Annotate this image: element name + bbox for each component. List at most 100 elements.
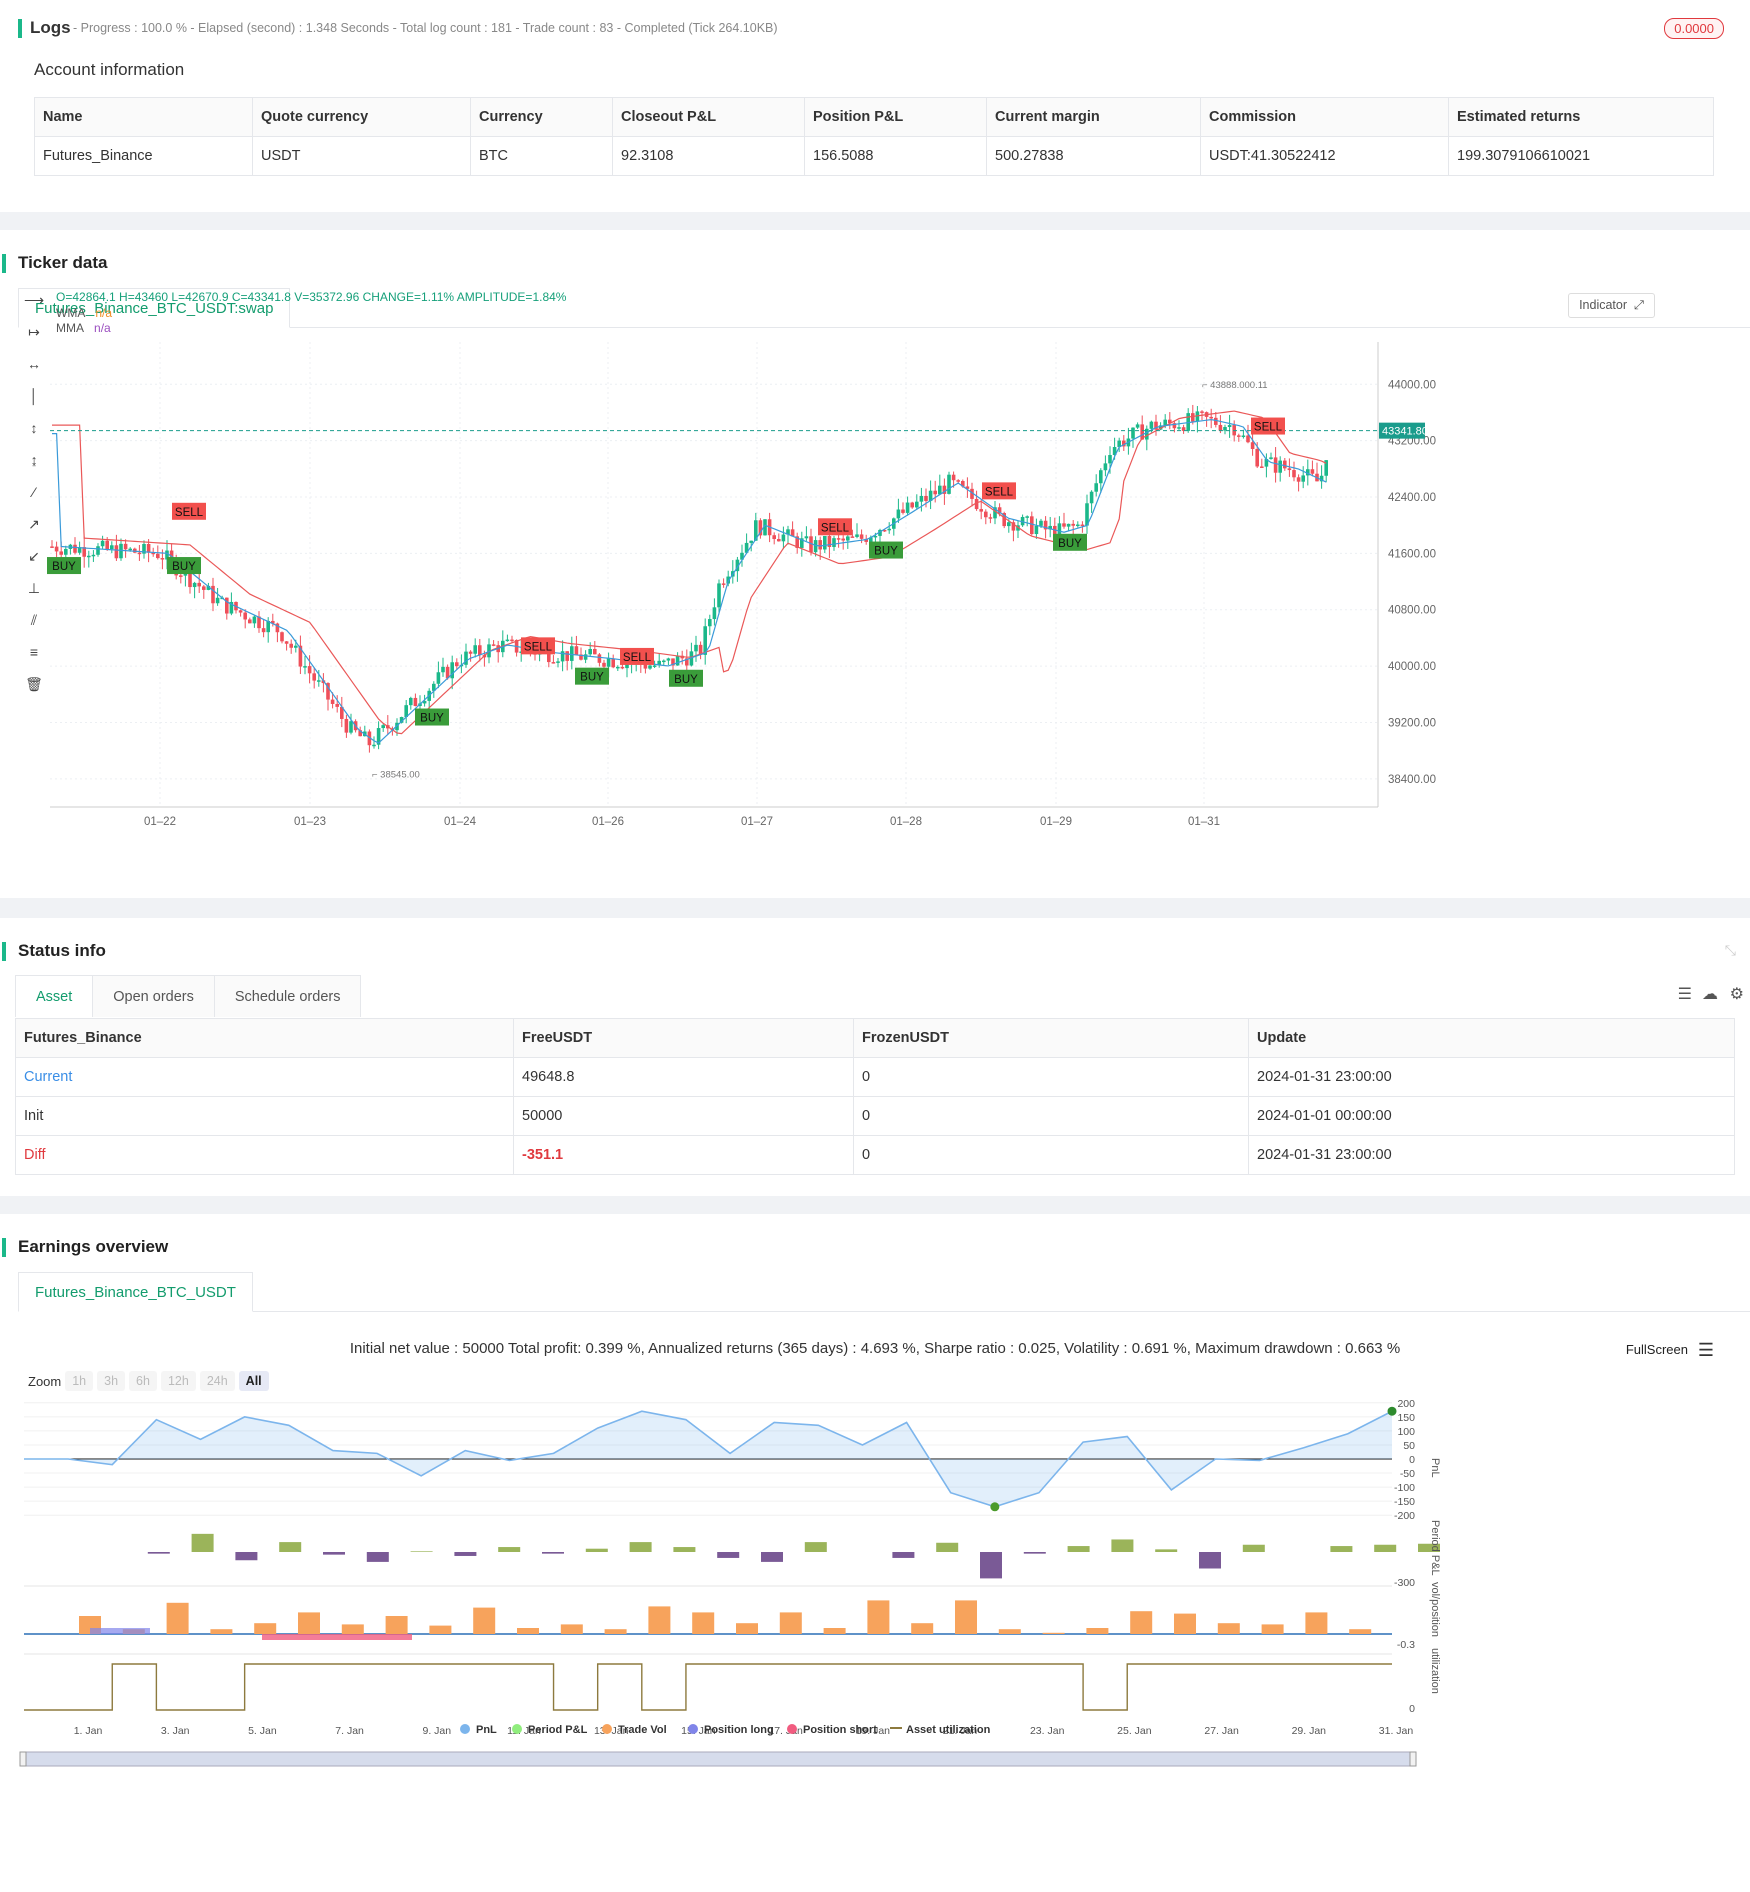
candle-body [597, 654, 602, 663]
candle-body [1071, 523, 1075, 526]
menu-icon[interactable]: ☰ [1697, 1340, 1714, 1360]
candle-body [257, 616, 261, 629]
price-tick-label: 44000.00 [1388, 379, 1436, 391]
trade-vol-bar [823, 1628, 846, 1634]
gear-icon[interactable]: ⚙ [1729, 986, 1744, 1003]
zoom-1h-button[interactable]: 1h [65, 1371, 94, 1391]
tab-earnings-symbol[interactable]: Futures_Binance_BTC_USDT [18, 1272, 253, 1312]
trend-line-icon[interactable]: ⁄ [32, 484, 36, 500]
period-pnl-bar [1111, 1539, 1134, 1552]
expand-icon[interactable]: ⤢ [1633, 298, 1644, 312]
signal-badge-label: BUY [1058, 538, 1082, 550]
zoom-all-button[interactable]: All [238, 1371, 269, 1391]
horizontal-ray-icon[interactable]: ↦ [28, 324, 40, 340]
period-pnl-bar [454, 1552, 477, 1556]
earnings-chart[interactable]: 200 150 100 50 0 -50 -100 -150 -200 PnL -300 Period… [0, 1400, 1750, 1892]
candle-body [1108, 455, 1112, 464]
legend-item: Asset utilization [890, 1724, 991, 1736]
candle-body [303, 666, 307, 668]
pnl-min-marker [990, 1502, 1000, 1512]
cloud-download-icon[interactable]: ☁ [1702, 986, 1718, 1003]
legend-dot [460, 1724, 470, 1734]
candle-body [1310, 469, 1315, 474]
tab-schedule-orders[interactable]: Schedule orders [213, 975, 362, 1017]
candle-body [698, 644, 703, 655]
status-tabs: Asset Open orders Schedule orders [15, 975, 362, 1017]
status-panel: Status info ⤡ Asset Open orders Schedule… [0, 918, 1750, 1196]
zoom-3h-button[interactable]: 3h [97, 1371, 126, 1391]
tab-asset[interactable]: Asset [15, 975, 94, 1017]
candle-body [790, 529, 795, 537]
cell: 2024-01-01 00:00:00 [1248, 1096, 1735, 1136]
signal-badge-label: SELL [623, 652, 652, 664]
trash-icon[interactable]: 🗑 [25, 676, 43, 692]
candle-body [938, 485, 942, 495]
pnl-tick-label: 50 [1403, 1440, 1415, 1452]
candle-body [864, 538, 868, 542]
trade-vol-bar [341, 1624, 364, 1634]
fibonacci-icon[interactable]: ≡ [29, 644, 39, 660]
candle-body [192, 582, 197, 588]
candle-body [809, 536, 813, 553]
horizontal-line-icon[interactable]: ⟶ [24, 292, 45, 308]
signal-badge-label: SELL [524, 641, 553, 653]
candlestick-chart[interactable]: 44000.0043200.0042400.0041600.0040800.00… [20, 337, 1720, 867]
extended-line-icon[interactable]: ↔ [27, 356, 41, 372]
candle-body [556, 661, 560, 663]
parallel-channel-icon[interactable]: ⫽ [30, 612, 38, 628]
vertical-ray-icon[interactable]: ↕ [30, 420, 38, 436]
period-pnl-bar [1418, 1543, 1440, 1552]
col-header: Name [34, 97, 253, 137]
candle-body [979, 509, 983, 512]
candle-body [947, 474, 951, 494]
candle-body [307, 666, 312, 674]
zoom-12h-button[interactable]: 12h [160, 1371, 196, 1391]
candle-body [284, 641, 289, 644]
candle-body [804, 536, 809, 539]
date-tick-label: 9. Jan [422, 1725, 451, 1737]
util-tick-label: 0 [1409, 1703, 1415, 1715]
fullscreen-button[interactable]: FullScreen [1625, 1342, 1688, 1357]
zoom-6h-button[interactable]: 6h [129, 1371, 157, 1391]
candle-body [1122, 440, 1126, 447]
zoom-24h-button[interactable]: 24h [199, 1371, 235, 1391]
price-range-icon[interactable]: ⊥ [27, 580, 41, 596]
wma-line [52, 418, 1327, 744]
buy-signal-badge: BUY [415, 708, 449, 726]
candle-body [1227, 425, 1232, 428]
ohlc-readout: O=42864.1 H=43460 L=42670.9 C=43341.8 V=… [56, 290, 567, 304]
position-short-bar [262, 1634, 412, 1640]
ray-line-icon[interactable]: ↗ [28, 516, 40, 532]
arrow-line-icon[interactable]: ↙ [28, 548, 40, 564]
vertical-segment-icon[interactable]: ↨ [30, 452, 38, 468]
indicator-button[interactable]: Indicator ⤢ [1568, 293, 1655, 318]
date-tick-label: 29. Jan [1292, 1725, 1327, 1737]
candle-body [82, 547, 86, 557]
candle-body [105, 540, 109, 550]
list-icon[interactable]: ☰ [1677, 986, 1692, 1003]
cell: 49648.8 [513, 1057, 854, 1097]
cell: USDT:41.30522412 [1200, 136, 1449, 176]
candle-body [409, 697, 413, 706]
candle-body [1306, 469, 1310, 476]
candle-body [1025, 516, 1029, 518]
candle-body [202, 586, 206, 590]
candle-body [1053, 525, 1057, 540]
candle-body [800, 538, 804, 548]
legend-item: Position long [688, 1724, 774, 1736]
period-pnl-bar [1374, 1544, 1397, 1552]
candle-body [478, 645, 482, 656]
legend-item: Position short [787, 1724, 877, 1736]
candle-body [317, 680, 321, 682]
tab-open-orders[interactable]: Open orders [92, 975, 215, 1017]
period-pnl-bar [1330, 1546, 1353, 1552]
vertical-line-icon[interactable]: │ [29, 388, 39, 404]
candle-body [1283, 460, 1287, 469]
candle-body [473, 645, 477, 654]
candle-body [588, 648, 592, 655]
candle-body [505, 639, 510, 642]
collapse-icon[interactable]: ⤡ [1724, 942, 1736, 958]
tab-ticker-symbol[interactable]: Futures_Binance_BTC_USDT:swap [18, 288, 291, 328]
col-header: Estimated returns [1448, 97, 1714, 137]
candle-body [289, 643, 293, 648]
